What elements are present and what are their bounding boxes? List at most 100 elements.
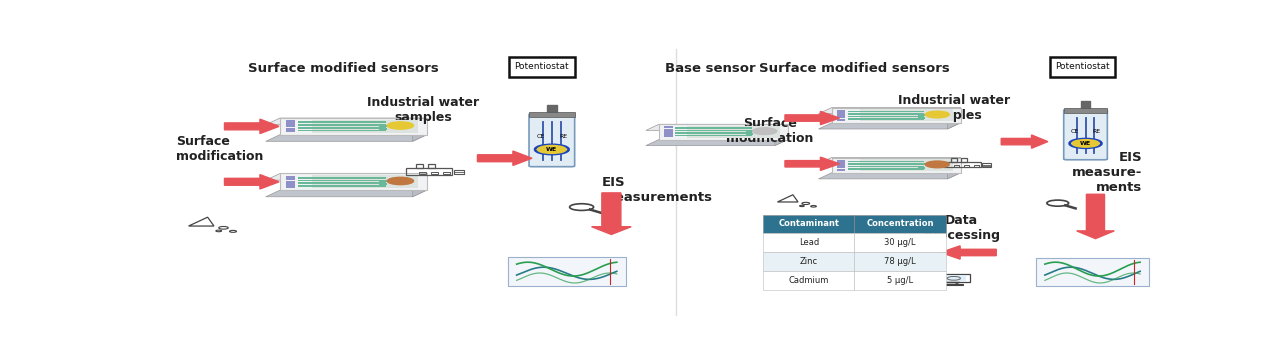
Polygon shape [664,126,672,129]
FancyBboxPatch shape [1068,129,1103,159]
FancyBboxPatch shape [1064,109,1107,160]
Polygon shape [224,175,279,189]
Polygon shape [412,174,426,197]
Polygon shape [837,116,845,118]
Text: Cadmium: Cadmium [788,276,829,285]
Polygon shape [379,125,388,127]
Polygon shape [298,121,385,123]
Circle shape [753,128,777,135]
Bar [420,172,426,175]
Bar [453,170,465,175]
Bar [429,164,435,168]
Polygon shape [745,133,753,135]
Polygon shape [298,180,385,181]
Polygon shape [855,271,946,290]
Polygon shape [763,252,855,271]
Polygon shape [837,119,845,121]
Bar [964,165,969,167]
Polygon shape [847,113,924,115]
Circle shape [1071,140,1100,147]
Polygon shape [1076,194,1115,239]
Circle shape [538,145,566,153]
Bar [547,105,557,114]
Polygon shape [379,183,388,185]
Bar [951,158,957,162]
Polygon shape [298,124,385,126]
FancyBboxPatch shape [529,114,575,167]
Text: Surface
modification: Surface modification [726,117,814,144]
Polygon shape [763,233,855,252]
Text: CE: CE [1071,129,1079,134]
Bar [431,172,438,175]
FancyBboxPatch shape [1036,258,1149,285]
FancyBboxPatch shape [508,257,626,286]
Polygon shape [266,135,426,141]
Polygon shape [818,108,960,114]
Polygon shape [285,130,296,132]
Polygon shape [1001,135,1048,148]
Polygon shape [947,158,960,179]
Polygon shape [918,117,925,119]
Polygon shape [646,124,788,130]
Polygon shape [664,133,672,135]
Polygon shape [837,114,845,116]
Polygon shape [860,109,952,121]
Polygon shape [312,120,419,133]
Polygon shape [818,123,960,129]
Polygon shape [285,185,296,188]
Polygon shape [847,116,924,117]
Polygon shape [591,193,631,234]
Polygon shape [941,246,996,259]
Polygon shape [860,159,952,171]
Polygon shape [855,233,946,252]
Polygon shape [266,174,426,180]
Polygon shape [664,131,672,133]
Bar [961,158,966,162]
Polygon shape [675,127,751,129]
Polygon shape [918,167,925,168]
Polygon shape [298,127,385,129]
Polygon shape [675,130,751,131]
Text: RE: RE [559,134,567,139]
Polygon shape [687,126,781,138]
Polygon shape [918,114,925,116]
Circle shape [925,111,950,118]
Polygon shape [855,252,946,271]
Polygon shape [664,135,672,137]
Polygon shape [837,162,845,164]
Text: EIS
measurements: EIS measurements [602,176,713,204]
Polygon shape [745,130,753,132]
Polygon shape [379,180,388,182]
Text: WE: WE [547,147,557,152]
Polygon shape [763,215,855,233]
Text: Surface
modification: Surface modification [175,135,264,162]
Polygon shape [785,111,840,125]
Text: Concentration: Concentration [867,220,934,229]
Polygon shape [918,163,925,166]
Polygon shape [285,123,296,125]
Polygon shape [947,108,960,129]
Bar [982,163,991,167]
Text: Potentiostat: Potentiostat [515,62,570,71]
Polygon shape [837,160,845,162]
Bar [954,165,959,167]
Bar [931,284,964,285]
Polygon shape [266,190,426,197]
Circle shape [388,177,413,185]
Bar [529,112,575,117]
Bar [923,274,970,282]
Polygon shape [847,168,924,170]
Polygon shape [266,118,426,125]
Bar [1064,108,1107,113]
Polygon shape [837,168,845,171]
Text: 78 μg/L: 78 μg/L [884,257,916,266]
Polygon shape [285,181,296,183]
Polygon shape [832,108,960,123]
Text: Potentiostat: Potentiostat [1055,62,1110,71]
Polygon shape [837,112,845,114]
Polygon shape [285,125,296,127]
Polygon shape [285,127,296,130]
Text: Surface modified sensors: Surface modified sensors [248,62,439,75]
Polygon shape [298,183,385,184]
Bar [1080,101,1091,111]
